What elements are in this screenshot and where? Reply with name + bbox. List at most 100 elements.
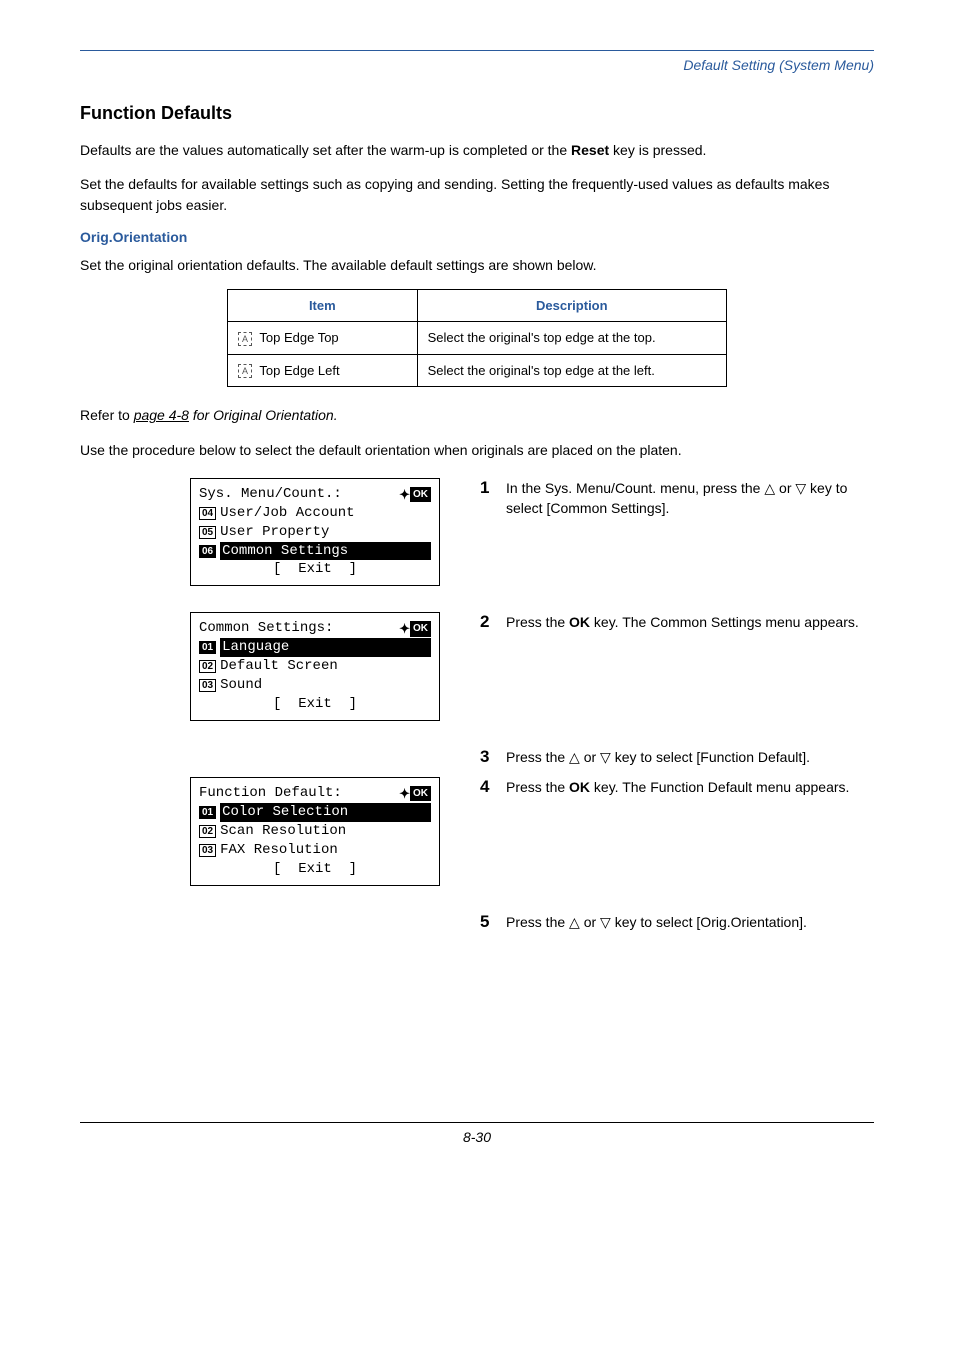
triangle-up-icon: △ — [569, 749, 580, 765]
lcd3-line2: 02Scan Resolution — [199, 822, 431, 841]
section-title: Function Defaults — [80, 103, 874, 124]
triangle-up-icon: △ — [764, 480, 775, 496]
refer-a: Refer to — [80, 407, 134, 423]
s2-b: key. The Common Settings menu appears. — [590, 614, 859, 630]
lcd2-line2: 02 Default Screen — [199, 657, 431, 676]
orientation-table-wrap: Item Description A Top Edge Top Select t… — [80, 289, 874, 387]
ok-badge-icon: OK — [410, 487, 431, 503]
lcd1-l1: User/Job Account — [220, 504, 354, 523]
step-row-2: Common Settings: ✦OK 01Language 02 Defaul… — [80, 612, 874, 720]
step-desc-1: In the Sys. Menu/Count. menu, press the … — [506, 478, 874, 519]
lcd2-exit: [ Exit ] — [199, 695, 431, 714]
lcd1-line2: 05User Property — [199, 523, 431, 542]
lcd1-num1: 04 — [199, 507, 216, 520]
lcd2-col: Common Settings: ✦OK 01Language 02 Defaul… — [190, 612, 440, 720]
lcd1-l3: Common Settings — [220, 542, 431, 561]
step-desc-5: Press the △ or ▽ key to select [Orig.Ori… — [506, 912, 807, 932]
orientation-left-icon: A — [238, 364, 252, 378]
ok-badge-icon: OK — [410, 621, 431, 637]
lcd2-title-row: Common Settings: ✦OK — [199, 619, 431, 638]
triangle-up-icon: △ — [569, 914, 580, 930]
lcd2-num1: 01 — [199, 641, 216, 654]
refer-line: Refer to page 4-8 for Original Orientati… — [80, 405, 874, 425]
footer-rule — [80, 1122, 874, 1123]
lcd2-line3: 03 Sound — [199, 676, 431, 695]
th-desc: Description — [417, 290, 726, 322]
lcd2-line1: 01Language — [199, 638, 431, 657]
s3-c: key to select [Function Default]. — [611, 749, 810, 765]
lcd2-title: Common Settings: — [199, 619, 333, 638]
lcd1-exit: [ Exit ] — [199, 560, 431, 579]
s2-ok: OK — [569, 614, 590, 630]
cell-desc-0: Select the original's top edge at the to… — [417, 322, 726, 355]
footer-page-number: 8-30 — [463, 1129, 491, 1145]
intro1-c: key is pressed. — [609, 142, 706, 158]
step-row-4: Function Default: ✦OK 01Color Selection … — [80, 777, 874, 885]
s4-b: key. The Function Default menu appears. — [590, 779, 849, 795]
lcd3-l1: Color Selection — [220, 803, 431, 822]
nav-arrows-icon: ✦ — [399, 486, 408, 504]
intro-paragraph-1: Defaults are the values automatically se… — [80, 140, 874, 160]
lcd1-line3: 06Common Settings — [199, 542, 431, 561]
lcd3-title: Function Default: — [199, 784, 342, 803]
step2-text: 2 Press the OK key. The Common Settings … — [480, 612, 874, 632]
th-item: Item — [228, 290, 418, 322]
orientation-top-icon: A — [238, 332, 252, 346]
lcd2-l3: Sound — [220, 676, 262, 695]
lcd3-num1: 01 — [199, 806, 216, 819]
triangle-down-icon: ▽ — [600, 914, 611, 930]
intro1-a: Defaults are the values automatically se… — [80, 142, 571, 158]
cell-item-0-text: Top Edge Top — [259, 330, 338, 345]
ok-badge-icon: OK — [410, 786, 431, 802]
s5-c: key to select [Orig.Orientation]. — [611, 914, 807, 930]
lcd3-num2: 02 — [199, 825, 216, 838]
lcd2-num3: 03 — [199, 679, 216, 692]
step-row-3: 3 Press the △ or ▽ key to select [Functi… — [80, 747, 874, 767]
steps-area: Sys. Menu/Count.: ✦OK 04 User/Job Account… — [80, 478, 874, 932]
sub1-text: Set the original orientation defaults. T… — [80, 255, 874, 275]
nav-arrows-icon: ✦ — [399, 785, 408, 803]
step-num-1: 1 — [480, 478, 506, 519]
lcd2-l2: Default Screen — [220, 657, 338, 676]
s4-ok: OK — [569, 779, 590, 795]
step-num-2: 2 — [480, 612, 506, 632]
table-row: A Top Edge Left Select the original's to… — [228, 354, 727, 387]
refer-b: for Original Orientation. — [189, 407, 338, 423]
lcd2-num2: 02 — [199, 660, 216, 673]
cell-item-1-text: Top Edge Left — [259, 363, 339, 378]
s4-a: Press the — [506, 779, 569, 795]
step-desc-4: Press the OK key. The Function Default m… — [506, 777, 849, 797]
page-footer: 8-30 — [80, 1122, 874, 1145]
step-desc-2: Press the OK key. The Common Settings me… — [506, 612, 859, 632]
lcd1-title-row: Sys. Menu/Count.: ✦OK — [199, 485, 431, 504]
lcd3-line3: 03 FAX Resolution — [199, 841, 431, 860]
cell-desc-1: Select the original's top edge at the le… — [417, 354, 726, 387]
lcd3-exit: [ Exit ] — [199, 860, 431, 879]
cell-item-1: A Top Edge Left — [228, 354, 418, 387]
lcd1-line1: 04 User/Job Account — [199, 504, 431, 523]
table-row: A Top Edge Top Select the original's top… — [228, 322, 727, 355]
step-num-5: 5 — [480, 912, 506, 932]
step1-text: 1 In the Sys. Menu/Count. menu, press th… — [480, 478, 874, 519]
lcd3-num3: 03 — [199, 844, 216, 857]
intro1-b: Reset — [571, 142, 609, 158]
step-desc-3: Press the △ or ▽ key to select [Function… — [506, 747, 810, 767]
subheading-orig-orientation: Orig.Orientation — [80, 229, 874, 245]
step4-text: 4 Press the OK key. The Function Default… — [480, 777, 874, 797]
step-row-5: 5 Press the △ or ▽ key to select [Orig.O… — [80, 912, 874, 932]
step-num-4: 4 — [480, 777, 506, 797]
lcd1-col: Sys. Menu/Count.: ✦OK 04 User/Job Account… — [190, 478, 440, 586]
lcd-panel-2: Common Settings: ✦OK 01Language 02 Defaul… — [190, 612, 440, 720]
lcd1-l2: User Property — [220, 523, 329, 542]
step-num-3: 3 — [480, 747, 506, 767]
s1-b: or — [775, 480, 795, 496]
lcd3-l3: FAX Resolution — [220, 841, 338, 860]
procedure-intro: Use the procedure below to select the de… — [80, 440, 874, 460]
triangle-down-icon: ▽ — [600, 749, 611, 765]
lcd3-line1: 01 Color Selection — [199, 803, 431, 822]
lcd-panel-1: Sys. Menu/Count.: ✦OK 04 User/Job Account… — [190, 478, 440, 586]
step5-text: 5 Press the △ or ▽ key to select [Orig.O… — [480, 912, 874, 932]
orientation-table: Item Description A Top Edge Top Select t… — [227, 289, 727, 387]
triangle-down-icon: ▽ — [795, 480, 806, 496]
refer-link[interactable]: page 4-8 — [134, 407, 189, 423]
